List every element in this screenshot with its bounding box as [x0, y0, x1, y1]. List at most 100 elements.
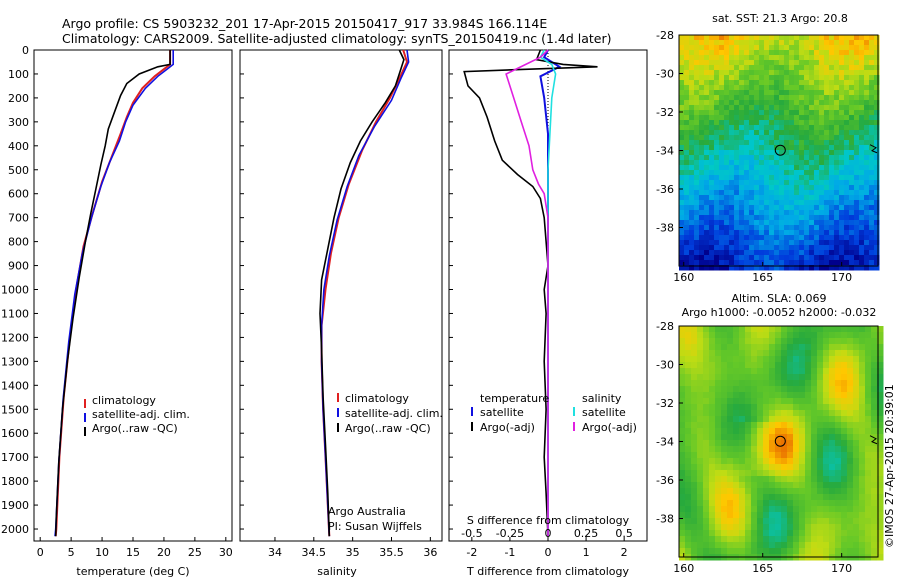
y-tick-label: 700 — [8, 212, 29, 225]
x-tick-label: 1 — [583, 546, 590, 559]
x-tick-label: 34 — [268, 546, 282, 559]
y-tick-label: 1800 — [1, 475, 29, 488]
x-tick-label: -2 — [466, 546, 477, 559]
x-tick-label: 0 — [37, 546, 44, 559]
s-tick-label: -0.25 — [496, 527, 524, 540]
series-line-satellite-adj-clim- — [320, 49, 410, 537]
y-tick-label: 1100 — [1, 307, 29, 320]
y-tick-label: 800 — [8, 236, 29, 249]
temperature-xlabel: temperature (deg C) — [76, 565, 189, 578]
title-line-2: Climatology: CARS2009. Satellite-adjuste… — [62, 31, 612, 46]
map-y-tick-label: -28 — [656, 320, 674, 333]
x-tick-label: 25 — [188, 546, 202, 559]
series-line-climatology — [54, 50, 172, 537]
y-tick-label: 1700 — [1, 451, 29, 464]
series-line-argo-raw-qc- — [54, 50, 171, 537]
sla-map-title-1: Altim. SLA: 0.069 — [731, 292, 826, 305]
s-tick-label: 0 — [545, 527, 552, 540]
x-tick-label: 35 — [346, 546, 360, 559]
temperature-legend: climatology satellite-adj. clim. Argo(..… — [84, 394, 190, 436]
legend-argo: Argo(..raw -QC) — [92, 422, 178, 435]
x-tick-label: 34.5 — [302, 546, 327, 559]
legend-satellite: satellite-adj. clim. — [345, 407, 443, 420]
t-difference-xlabel: T difference from climatology — [466, 565, 629, 578]
x-tick-label: -1 — [504, 546, 515, 559]
map-y-tick-label: -30 — [656, 68, 674, 81]
difference-plot-area — [463, 49, 598, 537]
temperature-plot-area — [54, 50, 174, 537]
salinity-legend: climatology satellite-adj. clim. Argo(..… — [337, 392, 443, 435]
y-tick-label: 1900 — [1, 499, 29, 512]
sst-map-image — [679, 35, 880, 271]
y-tick-label: 200 — [8, 92, 29, 105]
x-tick-label: 5 — [68, 546, 75, 559]
sla-map-panel: Altim. SLA: 0.069 Argo h1000: -0.0052 h2… — [656, 292, 884, 575]
legend-climatology: climatology — [345, 392, 409, 405]
series-line-climatology — [320, 49, 409, 537]
y-tick-label: 1000 — [1, 284, 29, 297]
map-y-tick-label: -36 — [656, 183, 674, 196]
map-y-tick-label: -38 — [656, 513, 674, 526]
map-x-tick-label: 170 — [831, 271, 852, 284]
x-tick-label: 20 — [157, 546, 171, 559]
map-y-tick-label: -32 — [656, 397, 674, 410]
s-tick-label: 0.25 — [574, 527, 599, 540]
argo-location-marker — [774, 144, 786, 156]
series-line-temperature-argo-adj- — [463, 49, 598, 537]
x-tick-label: 30 — [219, 546, 233, 559]
difference-legend: temperature satellite Argo(-adj) salinit… — [471, 392, 637, 434]
annotation-argo-australia: Argo Australia — [328, 505, 406, 518]
sst-map-panel: sat. SST: 21.3 Argo: 20.8 160 165 170 -28 -3… — [656, 12, 880, 284]
map-x-tick-label: 160 — [673, 562, 694, 575]
map-x-tick-label: 165 — [752, 271, 773, 284]
s-difference-xlabel: S difference from climatology — [467, 514, 630, 527]
series-line-argo-raw-qc- — [319, 49, 405, 537]
legend-t-satellite: satellite — [480, 406, 524, 419]
map-y-tick-label: -38 — [656, 222, 674, 235]
map-x-tick-label: 160 — [673, 271, 694, 284]
legend-argo: Argo(..raw -QC) — [345, 422, 431, 435]
y-tick-label: 1200 — [1, 331, 29, 344]
argo-location-marker — [774, 435, 786, 447]
difference-panel: temperature satellite Argo(-adj) salinit… — [448, 49, 648, 578]
legend-salinity-title: salinity — [582, 392, 622, 405]
legend-s-argo: Argo(-adj) — [582, 421, 637, 434]
legend-climatology: climatology — [92, 394, 156, 407]
map-y-tick-label: -30 — [656, 359, 674, 372]
imos-credit: ©IMOS 27-Apr-2015 20:39:01 — [883, 384, 896, 548]
y-tick-label: 300 — [8, 116, 29, 129]
legend-t-argo: Argo(-adj) — [480, 421, 535, 434]
y-tick-label: 1400 — [1, 379, 29, 392]
map-x-tick-label: 170 — [831, 562, 852, 575]
sla-map-title-2: Argo h1000: -0.0052 h2000: -0.032 — [682, 306, 877, 319]
s-tick-label: 0.5 — [615, 527, 633, 540]
title-line-1: Argo profile: CS 5903232_201 17-Apr-2015… — [62, 16, 547, 31]
x-tick-label: 2 — [621, 546, 628, 559]
annotation-pi: PI: Susan Wijffels — [328, 520, 422, 533]
x-tick-label: 10 — [95, 546, 109, 559]
temperature-panel: climatology satellite-adj. clim. Argo(..… — [1, 44, 233, 578]
y-tick-label: 500 — [8, 164, 29, 177]
y-tick-label: 1500 — [1, 403, 29, 416]
x-tick-label: 35.5 — [379, 546, 404, 559]
salinity-panel: climatology satellite-adj. clim. Argo(..… — [239, 49, 443, 578]
y-tick-label: 0 — [22, 44, 29, 57]
x-tick-label: 0 — [545, 546, 552, 559]
y-tick-label: 1600 — [1, 427, 29, 440]
y-tick-label: 600 — [8, 188, 29, 201]
x-tick-label: 36 — [423, 546, 437, 559]
sla-map-image — [679, 326, 884, 561]
y-tick-label: 1300 — [1, 355, 29, 368]
y-tick-label: 100 — [8, 68, 29, 81]
y-tick-label: 900 — [8, 260, 29, 273]
sst-map-title: sat. SST: 21.3 Argo: 20.8 — [712, 12, 848, 25]
s-difference-ticks: -0.5 -0.25 0 0.25 0.5 — [461, 527, 633, 540]
series-line-satellite-adj-clim- — [54, 50, 174, 537]
y-tick-label: 400 — [8, 140, 29, 153]
map-y-tick-label: -32 — [656, 106, 674, 119]
legend-temperature-title: temperature — [480, 392, 549, 405]
map-y-tick-label: -28 — [656, 29, 674, 42]
series-line-salinity-argo-adj- — [505, 49, 549, 537]
s-tick-label: -0.5 — [461, 527, 482, 540]
